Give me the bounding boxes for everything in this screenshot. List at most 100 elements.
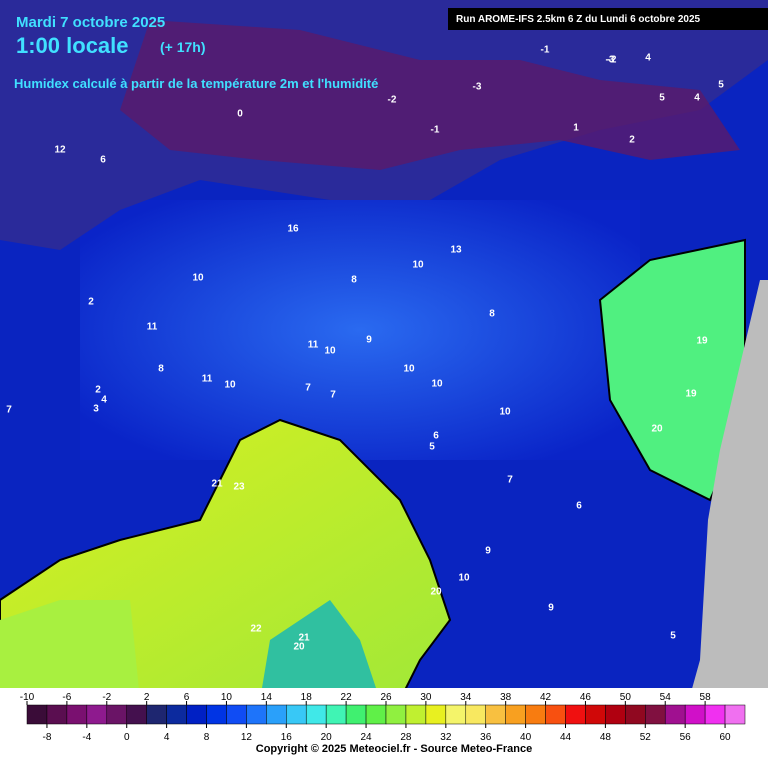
tick-label: 14 xyxy=(261,692,273,703)
map-label: 7 xyxy=(6,405,12,416)
map-label: 9 xyxy=(366,335,372,346)
tick-label: 0 xyxy=(124,732,130,743)
color-box xyxy=(664,704,686,725)
map-label: 10 xyxy=(412,260,424,271)
color-box xyxy=(645,704,666,725)
map-label: 5 xyxy=(718,80,724,91)
tick-label: 48 xyxy=(600,732,612,743)
color-box xyxy=(226,704,247,725)
tick-label: -6 xyxy=(62,692,71,703)
color-box xyxy=(605,704,626,725)
map-label: 20 xyxy=(651,424,663,435)
color-box xyxy=(365,704,387,725)
map-labels: -1 -2 -3 4 5 0 1 2 6 11 16 8 10 10 8 11 … xyxy=(6,45,724,699)
tick-label: 18 xyxy=(301,692,313,703)
tick-label: 10 xyxy=(221,692,233,703)
tick-label: 22 xyxy=(341,692,353,703)
date: Mardi 7 octobre 2025 xyxy=(16,14,165,31)
map-label: 10 xyxy=(431,379,443,390)
tick-label: 54 xyxy=(660,692,672,703)
map-label: 10 xyxy=(224,380,236,391)
mountains xyxy=(120,20,740,170)
map-label: -1 xyxy=(541,45,550,56)
color-box xyxy=(425,704,447,725)
map-label: 22 xyxy=(250,624,262,635)
plain xyxy=(80,200,640,460)
tick-label: 58 xyxy=(700,692,712,703)
run-info: Run AROME-IFS 2.5km 6 Z du Lundi 6 octob… xyxy=(456,14,701,25)
color-box xyxy=(246,704,267,725)
tick-label: 56 xyxy=(680,732,692,743)
tick-label: 40 xyxy=(520,732,532,743)
map-label: 11 xyxy=(308,340,319,351)
map-label: 11 xyxy=(147,322,158,333)
map-label: 16 xyxy=(287,224,299,235)
color-box xyxy=(186,704,207,725)
color-box xyxy=(206,704,227,725)
color-box xyxy=(166,704,187,725)
color-box xyxy=(684,704,706,725)
map-label: 2 xyxy=(95,385,101,396)
map-label: 20 xyxy=(293,642,305,653)
color-box xyxy=(385,704,407,725)
map-label: 7 xyxy=(305,383,311,394)
map-label: 5 xyxy=(429,442,435,453)
map-label: 1 xyxy=(573,123,579,134)
tick-label: 36 xyxy=(480,732,492,743)
map-label: 12 xyxy=(54,145,66,156)
tick-label: 50 xyxy=(620,692,632,703)
color-box xyxy=(46,704,68,725)
map-label: 0 xyxy=(237,109,243,120)
run-box xyxy=(448,8,768,30)
tick-label: 60 xyxy=(719,732,731,743)
colorbar: -10 -6 -2 2 6 10 14 18 22 26 30 34 38 42 46 50 54 58-8 -4 0… xyxy=(20,692,746,743)
island xyxy=(260,600,380,700)
map-label: 6 xyxy=(433,431,439,442)
lead: (+ 17h) xyxy=(160,39,206,55)
color-box xyxy=(565,704,586,725)
tick-label: 4 xyxy=(164,732,170,743)
tick-label: 26 xyxy=(380,692,392,703)
map-label: 21 xyxy=(298,633,310,644)
color-box xyxy=(724,704,746,725)
map-label: 4 xyxy=(101,395,107,406)
color-box xyxy=(325,704,347,725)
map-label: 10 xyxy=(499,407,511,418)
tick-label: 52 xyxy=(640,732,652,743)
color-box xyxy=(405,704,427,725)
color-box xyxy=(26,704,48,725)
color-box xyxy=(525,704,546,725)
map-label: 4 xyxy=(645,53,651,64)
color-box xyxy=(345,704,367,725)
tick-label: 24 xyxy=(360,732,372,743)
tick-label: 8 xyxy=(204,732,210,743)
map-label: -3 xyxy=(606,55,615,66)
no-data xyxy=(670,280,768,768)
color-box xyxy=(585,704,606,725)
tick-label: 38 xyxy=(500,692,512,703)
map-label: 10 xyxy=(324,346,336,357)
map-label: 19 xyxy=(685,389,697,400)
tick-label: -2 xyxy=(102,692,111,703)
map-label: 23 xyxy=(233,482,245,493)
map-label: 20 xyxy=(430,587,442,598)
map-label: -1 xyxy=(431,125,440,136)
map-label: 10 xyxy=(192,273,204,284)
tick-label: 44 xyxy=(560,732,572,743)
color-box xyxy=(86,704,108,725)
map-label: 10 xyxy=(458,573,470,584)
tick-label: 12 xyxy=(241,732,253,743)
copyright: Copyright © 2025 Meteociel.fr - Source M… xyxy=(256,743,532,755)
map-label: 7 xyxy=(507,475,513,486)
tick-label: 30 xyxy=(420,692,432,703)
tick-label: 6 xyxy=(184,692,190,703)
map-label: 10 xyxy=(403,364,415,375)
color-box xyxy=(704,704,726,725)
map-label: 6 xyxy=(100,155,106,166)
color-box xyxy=(146,704,167,725)
map-label: 5 xyxy=(670,631,676,642)
map-label: 8 xyxy=(489,309,495,320)
tick-label: 2 xyxy=(144,692,150,703)
